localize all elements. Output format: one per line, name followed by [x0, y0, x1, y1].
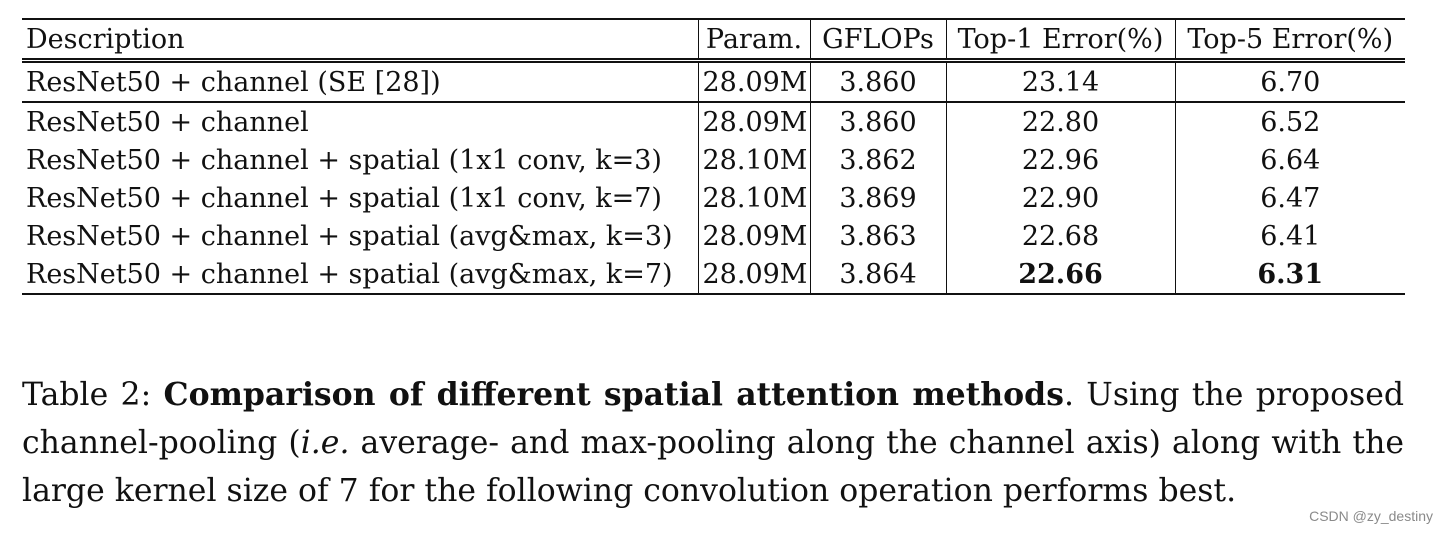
- column-header-top5: Top-5 Error(%): [1174, 19, 1405, 61]
- caption-text-rest: average- and max-pooling along the chann…: [22, 424, 1405, 509]
- cell-gflops: 3.863: [809, 217, 946, 255]
- cell-top1: 22.68: [945, 217, 1175, 255]
- cell-param: 28.10M: [697, 179, 810, 217]
- column-header-param: Param.: [697, 19, 810, 61]
- cell-top1-best: 22.66: [945, 255, 1175, 294]
- column-header-top1: Top-1 Error(%): [945, 19, 1175, 61]
- caption-title: Comparison of different spatial attentio…: [163, 375, 1064, 413]
- column-header-description: Description: [26, 23, 185, 55]
- cell-gflops: 3.860: [809, 60, 946, 102]
- table-body: ResNet50 + channel (SE [28]) 28.09M 3.86…: [22, 60, 1405, 294]
- cell-description: ResNet50 + channel + spatial (1x1 conv, …: [26, 182, 662, 214]
- table-row: ResNet50 + channel (SE [28]) 28.09M 3.86…: [22, 60, 1405, 102]
- cell-gflops: 3.869: [809, 179, 946, 217]
- caption-label: Table 2:: [22, 376, 164, 413]
- cell-top1: 22.80: [945, 102, 1175, 141]
- table-row: ResNet50 + channel + spatial (1x1 conv, …: [22, 179, 1405, 217]
- results-table: Description Param. GFLOPs Top-1 Error(%)…: [22, 18, 1405, 295]
- caption-ie: i.e.: [300, 424, 350, 461]
- results-table-wrapper: Description Param. GFLOPs Top-1 Error(%)…: [22, 18, 1405, 295]
- cell-top5-best: 6.31: [1174, 255, 1405, 294]
- cell-top5: 6.64: [1174, 141, 1405, 179]
- cell-param: 28.09M: [697, 217, 810, 255]
- cell-param: 28.09M: [697, 102, 810, 141]
- cell-gflops: 3.862: [809, 141, 946, 179]
- cell-param: 28.09M: [697, 255, 810, 294]
- caption-text-lead: . Using the proposed channel-pooling (: [22, 376, 1405, 461]
- cell-top1: 22.96: [945, 141, 1175, 179]
- cell-top5: 6.70: [1174, 60, 1405, 102]
- cell-gflops: 3.860: [809, 102, 946, 141]
- table-row: ResNet50 + channel + spatial (avg&max, k…: [22, 255, 1405, 294]
- cell-top1: 22.90: [945, 179, 1175, 217]
- cell-param: 28.10M: [697, 141, 810, 179]
- cell-description: ResNet50 + channel (SE [28]): [26, 66, 441, 98]
- table-caption: Table 2: Comparison of different spatial…: [22, 371, 1404, 515]
- table-row: ResNet50 + channel 28.09M 3.860 22.80 6.…: [22, 102, 1405, 141]
- watermark: CSDN @zy_destiny: [1309, 508, 1433, 524]
- cell-param: 28.09M: [697, 60, 810, 102]
- table-header: Description Param. GFLOPs Top-1 Error(%)…: [22, 19, 1405, 61]
- column-header-gflops: GFLOPs: [809, 19, 946, 61]
- cell-top5: 6.41: [1174, 217, 1405, 255]
- cell-top5: 6.47: [1174, 179, 1405, 217]
- cell-top5: 6.52: [1174, 102, 1405, 141]
- cell-description: ResNet50 + channel + spatial (1x1 conv, …: [26, 144, 662, 176]
- table-row: ResNet50 + channel + spatial (1x1 conv, …: [22, 141, 1405, 179]
- header-row: Description Param. GFLOPs Top-1 Error(%)…: [22, 19, 1405, 61]
- cell-top1: 23.14: [945, 60, 1175, 102]
- cell-description: ResNet50 + channel + spatial (avg&max, k…: [26, 258, 673, 290]
- cell-description: ResNet50 + channel + spatial (avg&max, k…: [26, 220, 673, 252]
- cell-gflops: 3.864: [809, 255, 946, 294]
- table-row: ResNet50 + channel + spatial (avg&max, k…: [22, 217, 1405, 255]
- cell-description: ResNet50 + channel: [26, 106, 309, 138]
